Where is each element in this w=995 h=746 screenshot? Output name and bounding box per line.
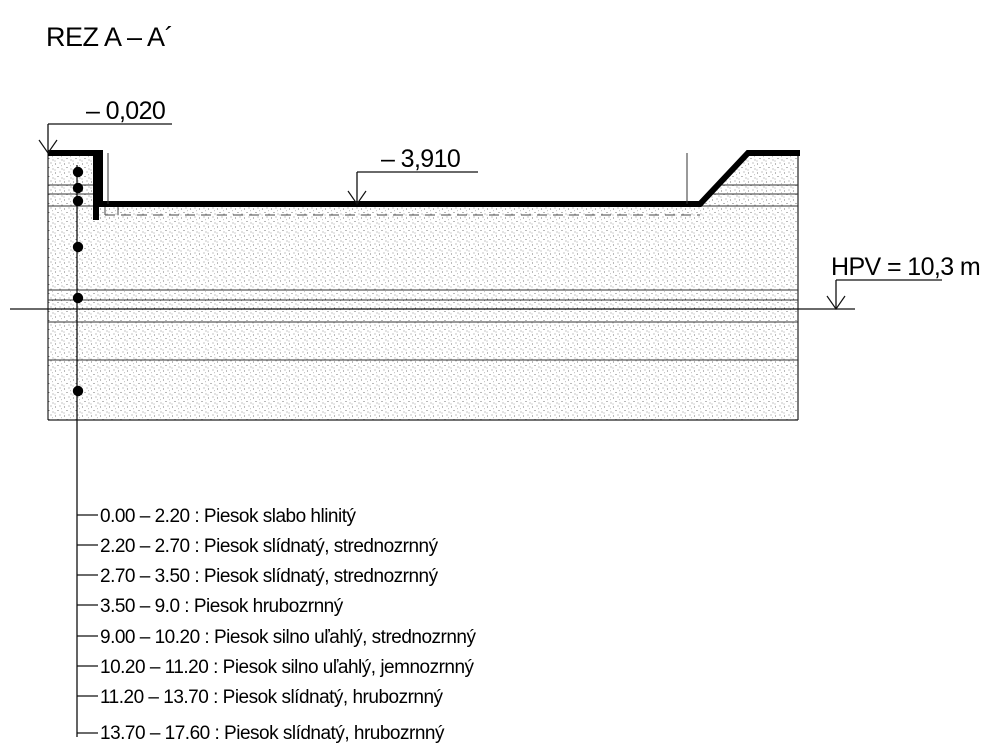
legend-item: 2.20 – 2.70 : Piesok slídnatý, strednozr… — [100, 536, 439, 557]
sample-point — [72, 385, 84, 397]
legend: 0.00 – 2.20 : Piesok slabo hlinitý 2.20 … — [77, 506, 477, 744]
legend-item: 11.20 – 13.70 : Piesok slídnatý, hrubozr… — [100, 687, 444, 708]
legend-item: 2.70 – 3.50 : Piesok slídnatý, strednozr… — [100, 566, 439, 587]
legend-item: 0.00 – 2.20 : Piesok slabo hlinitý — [100, 506, 357, 527]
legend-item: 13.70 – 17.60 : Piesok slídnatý, hrubozr… — [100, 723, 445, 744]
sample-point — [72, 166, 84, 178]
groundwater-label: HPV = 10,3 m — [831, 253, 980, 281]
excavation-void — [100, 153, 688, 204]
sample-point — [72, 182, 84, 194]
groundwater-marker: HPV = 10,3 m — [826, 253, 981, 311]
legend-item: 10.20 – 11.20 : Piesok silno uľahlý, jem… — [100, 657, 475, 678]
section-title: REZ A – A´ — [46, 22, 173, 52]
sample-point — [72, 292, 84, 304]
level-marker-top: – 0,020 — [38, 97, 172, 155]
sample-point — [72, 195, 84, 207]
level-excavation-label: – 3,910 — [381, 145, 460, 173]
level-marker-excavation: – 3,910 — [347, 145, 478, 206]
borehole-samples — [72, 166, 84, 397]
legend-item: 3.50 – 9.0 : Piesok hrubozrnný — [100, 596, 344, 617]
legend-item: 9.00 – 10.20 : Piesok silno uľahlý, stre… — [100, 627, 477, 648]
excavation-profile — [48, 150, 800, 207]
sample-point — [72, 241, 84, 253]
level-top-label: – 0,020 — [86, 97, 165, 125]
